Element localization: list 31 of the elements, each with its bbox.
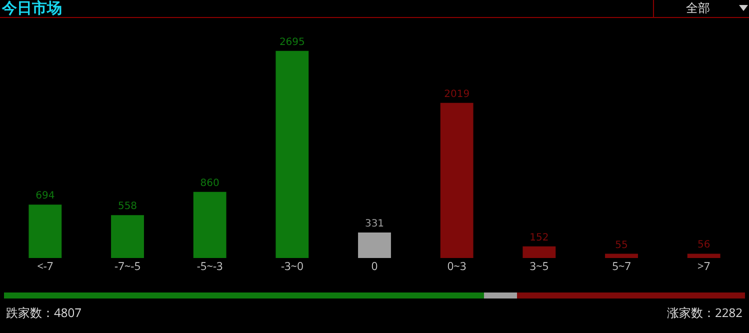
data-label: 331	[364, 218, 384, 230]
x-tick-label: <-7	[37, 259, 54, 274]
bar	[522, 246, 556, 258]
data-label: 55	[615, 240, 628, 251]
text: 跌家数：4807	[6, 304, 82, 321]
x-tick-label: 3~5	[530, 259, 549, 274]
text: 涨家数：2282	[667, 304, 743, 321]
bar	[440, 102, 474, 258]
bar	[193, 192, 226, 258]
bar	[687, 254, 720, 258]
x-tick-label: -5~-3	[196, 259, 223, 274]
x-tick-label: 5~7	[612, 259, 631, 274]
data-label: 860	[200, 178, 220, 189]
bar	[605, 254, 638, 258]
x-tick-label: 0	[371, 259, 378, 274]
data-label: 2695	[279, 36, 305, 48]
data-label: 2019	[444, 88, 470, 100]
x-tick-label: 0~3	[447, 259, 466, 274]
x-tick-label: -7~-5	[114, 259, 140, 274]
chart-title: 今日市场	[2, 0, 62, 17]
data-label: 694	[36, 190, 55, 202]
data-label: 56	[697, 240, 710, 251]
x-tick-label: -3~0	[280, 259, 304, 274]
x-tick-label: >7	[698, 259, 710, 274]
bar	[28, 204, 62, 258]
data-label: 558	[118, 201, 138, 212]
data-label: 152	[530, 232, 549, 244]
bar	[358, 232, 391, 258]
bar	[111, 215, 144, 258]
bar	[276, 50, 309, 258]
text: 全部	[686, 0, 710, 17]
